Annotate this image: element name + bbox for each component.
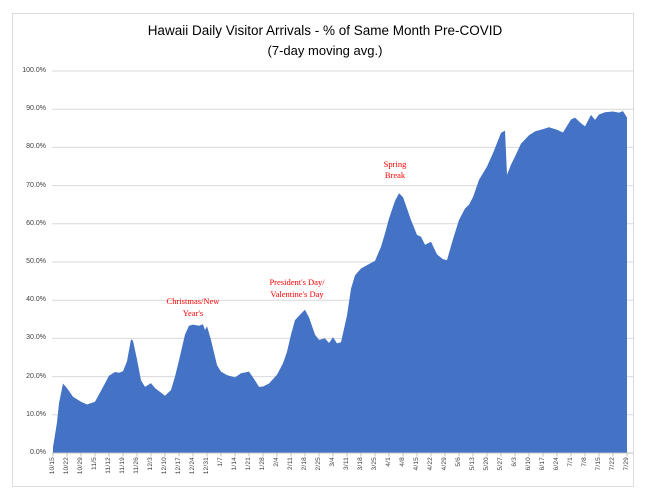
x-axis-label: 7/1 xyxy=(566,457,574,467)
x-axis-label: 10/29 xyxy=(76,457,84,475)
y-axis-label: 10.0% xyxy=(26,410,46,418)
x-axis-label: 2/18 xyxy=(300,457,308,471)
x-axis-label: 7/29 xyxy=(622,457,630,471)
y-axis-label: 40.0% xyxy=(26,296,46,304)
x-axis-label: 11/12 xyxy=(104,457,112,474)
x-axis-label: 4/1 xyxy=(384,457,392,467)
x-axis-label: 1/14 xyxy=(230,457,238,471)
x-axis-label: 4/15 xyxy=(412,457,420,471)
x-axis-label: 1/7 xyxy=(216,457,224,467)
x-axis-label: 3/25 xyxy=(370,457,378,471)
x-axis-label: 5/20 xyxy=(482,457,490,471)
x-axis-label: 12/31 xyxy=(202,457,210,475)
x-axis-label: 3/11 xyxy=(342,457,350,470)
x-axis-label: 12/10 xyxy=(160,457,168,475)
x-axis-label: 7/8 xyxy=(580,457,588,467)
chart-title: Hawaii Daily Visitor Arrivals - % of Sam… xyxy=(147,23,503,38)
x-axis-label: 2/25 xyxy=(314,457,322,471)
x-axis-label: 4/22 xyxy=(426,457,434,471)
x-axis-label: 4/29 xyxy=(440,457,448,471)
x-axis-label: 6/10 xyxy=(524,457,532,471)
y-axis-label: 60.0% xyxy=(26,219,46,227)
y-axis-label: 70.0% xyxy=(26,181,46,189)
annotation: Spring Break xyxy=(384,159,407,182)
x-axis-label: 1/28 xyxy=(258,457,266,471)
annotation-line: President's Day/ xyxy=(269,277,325,288)
y-axis-label: 50.0% xyxy=(26,258,46,265)
annotation: Christmas/New Year's xyxy=(167,296,220,319)
x-axis-label: 2/4 xyxy=(272,457,280,467)
x-axis-label: 5/27 xyxy=(496,457,504,471)
chart-title-block: Hawaii Daily Visitor Arrivals - % of Sam… xyxy=(0,21,650,61)
y-axis-label: 80.0% xyxy=(26,143,46,151)
x-axis-label: 11/5 xyxy=(90,457,98,470)
x-axis-label: 5/6 xyxy=(454,457,462,467)
annotation: President's Day/Valentine's Day xyxy=(269,277,324,300)
x-axis-label: 5/13 xyxy=(468,457,476,471)
x-axis-label: 2/11 xyxy=(286,457,294,470)
annotation-line: Spring xyxy=(383,158,407,169)
x-axis-label: 12/3 xyxy=(146,457,154,471)
x-axis-label: 1/21 xyxy=(244,457,252,471)
annotation-line: Christmas/New xyxy=(166,296,220,307)
x-axis-label: 6/17 xyxy=(538,457,546,471)
annotation-line: Year's xyxy=(182,307,204,318)
x-axis-label: 6/3 xyxy=(510,457,518,467)
x-axis-label: 10/15 xyxy=(48,457,56,475)
x-axis-label: 10/22 xyxy=(62,457,70,475)
y-axis-label: 30.0% xyxy=(26,334,46,342)
x-axis-label: 7/22 xyxy=(608,457,616,471)
y-axis-label: 0.0% xyxy=(30,449,46,456)
x-axis-label: 4/8 xyxy=(398,457,406,467)
x-axis-label: 11/26 xyxy=(132,457,140,474)
x-axis-label: 12/24 xyxy=(188,457,196,475)
chart-subtitle: (7-day moving avg.) xyxy=(267,43,383,58)
annotation-line: Valentine's Day xyxy=(270,288,324,299)
x-axis-label: 6/24 xyxy=(552,457,560,471)
x-axis-label: 3/4 xyxy=(328,457,336,467)
x-axis-label: 11/19 xyxy=(118,457,126,474)
y-axis-label: 90.0% xyxy=(26,105,46,113)
area-series xyxy=(53,111,627,453)
annotation-line: Break xyxy=(384,170,406,181)
y-axis-label: 20.0% xyxy=(26,372,46,380)
x-axis-label: 3/18 xyxy=(356,457,364,471)
x-axis-label: 12/17 xyxy=(174,457,182,475)
x-axis-label: 7/15 xyxy=(594,457,602,471)
y-axis-label: 100.0% xyxy=(22,67,46,74)
